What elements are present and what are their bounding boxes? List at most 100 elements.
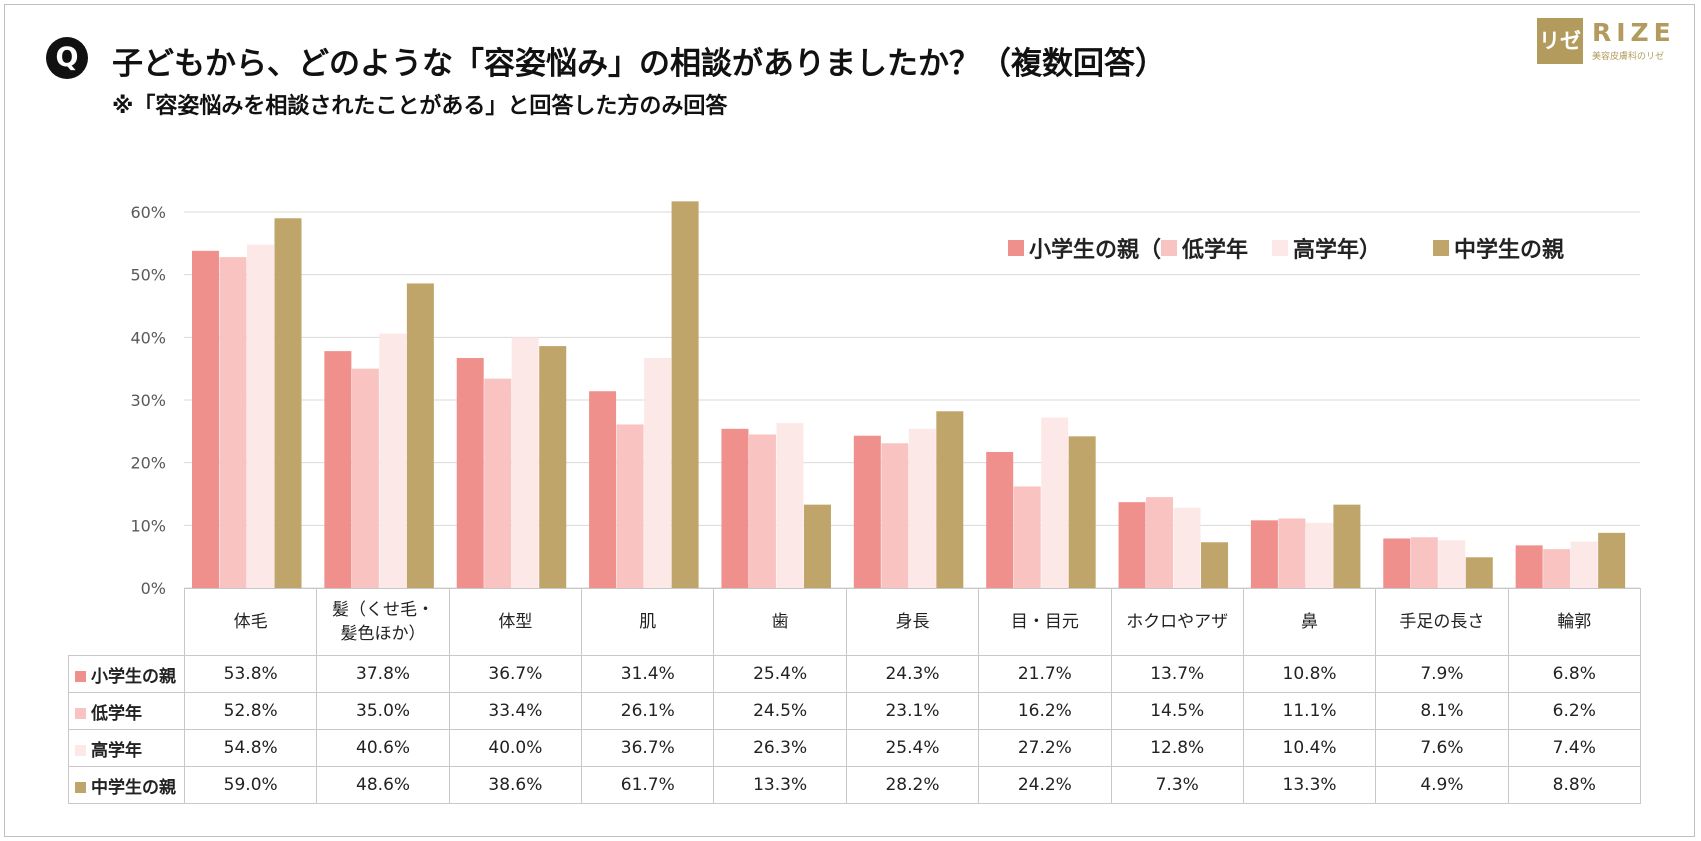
legend-swatch-elementary bbox=[1008, 240, 1024, 256]
table-cell: 24.3% bbox=[845, 655, 980, 693]
table-cell: 10.8% bbox=[1242, 655, 1377, 693]
bar bbox=[803, 504, 831, 588]
category-label-line: 体毛 bbox=[233, 612, 268, 632]
brand-logo: リゼ RIZE 美容皮膚科のリゼ bbox=[1537, 18, 1687, 64]
bar bbox=[1305, 522, 1333, 588]
bar bbox=[1515, 545, 1543, 588]
table-cell: 23.1% bbox=[845, 692, 980, 730]
bar bbox=[853, 435, 881, 588]
table-cell: 16.2% bbox=[978, 692, 1112, 730]
y-tick-label: 30% bbox=[130, 391, 166, 410]
bar bbox=[936, 411, 964, 588]
row-swatch bbox=[75, 782, 86, 793]
category-label: 体毛 bbox=[183, 588, 318, 656]
category-label: 身長 bbox=[845, 588, 980, 656]
category-label-line: 歯 bbox=[771, 612, 789, 632]
table-cell: 10.4% bbox=[1242, 729, 1377, 767]
row-swatch bbox=[75, 708, 86, 719]
category-label: 手足の長さ bbox=[1375, 588, 1509, 656]
bar bbox=[511, 337, 539, 588]
bar bbox=[1383, 538, 1411, 588]
bar bbox=[351, 368, 379, 588]
table-cell: 28.2% bbox=[845, 766, 980, 804]
table-cell: 33.4% bbox=[448, 692, 583, 730]
table-cell: 53.8% bbox=[183, 655, 318, 693]
y-tick-label: 20% bbox=[130, 454, 166, 473]
table-cell: 59.0% bbox=[183, 766, 318, 804]
table-row: 小学生の親 53.8% 37.8% 36.7% 31.4% 25.4% 24.3% 21.7%… bbox=[68, 655, 1641, 693]
bar bbox=[1041, 417, 1069, 588]
row-label-text: 中学生の親 bbox=[91, 777, 176, 798]
table-cell: 25.4% bbox=[713, 655, 847, 693]
category-label: 体型 bbox=[448, 588, 583, 656]
bar bbox=[881, 443, 909, 588]
table-cell: 8.1% bbox=[1375, 692, 1509, 730]
chart-subtitle: ※「容姿悩みを相談されたことがある」と回答した方のみ回答 bbox=[112, 94, 728, 119]
bar bbox=[456, 358, 484, 588]
category-label-line: 目・目元 bbox=[1010, 612, 1079, 632]
row-swatch bbox=[75, 745, 86, 756]
bar bbox=[1438, 540, 1466, 588]
table-cell: 48.6% bbox=[316, 766, 450, 804]
chart-legend: 小学生の親（ 低学年 高学年） 中学生の親 bbox=[1008, 232, 1564, 264]
bar bbox=[1598, 532, 1626, 588]
row-label: 低学年 bbox=[68, 692, 185, 730]
legend-label-junior-high: 中学生の親 bbox=[1454, 238, 1565, 263]
bar bbox=[1465, 557, 1493, 588]
legend-label-upper: 高学年） bbox=[1293, 238, 1382, 263]
bar bbox=[1543, 549, 1571, 588]
bar bbox=[1333, 504, 1361, 588]
table-cell: 36.7% bbox=[448, 655, 583, 693]
table-cell: 24.2% bbox=[978, 766, 1112, 804]
table-cell: 31.4% bbox=[581, 655, 715, 693]
bar bbox=[644, 358, 672, 588]
table-cell: 13.7% bbox=[1110, 655, 1244, 693]
category-label: 髪（くせ毛・ 髪色ほか） bbox=[316, 588, 450, 656]
bar bbox=[616, 424, 644, 588]
category-label-line: 肌 bbox=[639, 612, 657, 632]
row-label: 小学生の親 bbox=[68, 655, 185, 693]
table-cell: 7.4% bbox=[1507, 729, 1641, 767]
table-cell: 37.8% bbox=[316, 655, 450, 693]
bar bbox=[219, 257, 247, 588]
category-label: ホクロやアザ bbox=[1110, 588, 1244, 656]
legend-label-lower: 低学年 bbox=[1182, 238, 1249, 263]
row-label-text: 低学年 bbox=[91, 703, 142, 724]
legend-swatch-junior-high bbox=[1433, 240, 1450, 256]
chart-title: 子どもから、どのような「容姿悩み」の相談がありましたか？（複数回答） bbox=[112, 46, 1166, 82]
category-label: 輪郭 bbox=[1507, 588, 1641, 656]
table-cell: 7.3% bbox=[1110, 766, 1244, 804]
category-label-line: 髪（くせ毛・ bbox=[332, 600, 435, 620]
table-cell: 24.5% bbox=[713, 692, 847, 730]
table-cell: 36.7% bbox=[581, 729, 715, 767]
bar bbox=[406, 283, 434, 588]
row-swatch bbox=[75, 671, 86, 682]
table-cell: 4.9% bbox=[1375, 766, 1509, 804]
bar bbox=[1013, 486, 1041, 588]
bar bbox=[247, 244, 274, 588]
bar bbox=[1146, 497, 1174, 588]
bar bbox=[484, 378, 512, 588]
table-cell: 35.0% bbox=[316, 692, 450, 730]
bar bbox=[274, 218, 302, 588]
bar bbox=[192, 250, 219, 588]
table-cell: 14.5% bbox=[1110, 692, 1244, 730]
table-cell: 40.6% bbox=[316, 729, 450, 767]
y-tick-label: 10% bbox=[130, 516, 166, 535]
bar bbox=[776, 423, 804, 588]
table-cell: 13.3% bbox=[713, 766, 847, 804]
y-tick-label: 40% bbox=[130, 328, 166, 347]
legend-label-elementary: 小学生の親（ bbox=[1029, 238, 1162, 263]
logo-mark: リゼ bbox=[1537, 18, 1583, 64]
table-row: 低学年 52.8% 35.0% 33.4% 26.1% 24.5% 23.1% 16.2% 14… bbox=[68, 692, 1641, 730]
bar bbox=[379, 333, 407, 588]
table-row: 中学生の親 59.0% 48.6% 38.6% 61.7% 13.3% 28.2% 24.2%… bbox=[68, 766, 1641, 804]
category-label-line: 髪色ほか） bbox=[340, 624, 426, 644]
category-label: 歯 bbox=[713, 588, 847, 656]
table-row: 高学年 54.8% 40.6% 40.0% 36.7% 26.3% 25.4% 27.2% 12… bbox=[68, 729, 1641, 767]
table-cell: 21.7% bbox=[978, 655, 1112, 693]
bar bbox=[1250, 520, 1278, 588]
bar bbox=[1410, 537, 1438, 588]
bar bbox=[1201, 542, 1229, 588]
bar bbox=[539, 346, 567, 588]
